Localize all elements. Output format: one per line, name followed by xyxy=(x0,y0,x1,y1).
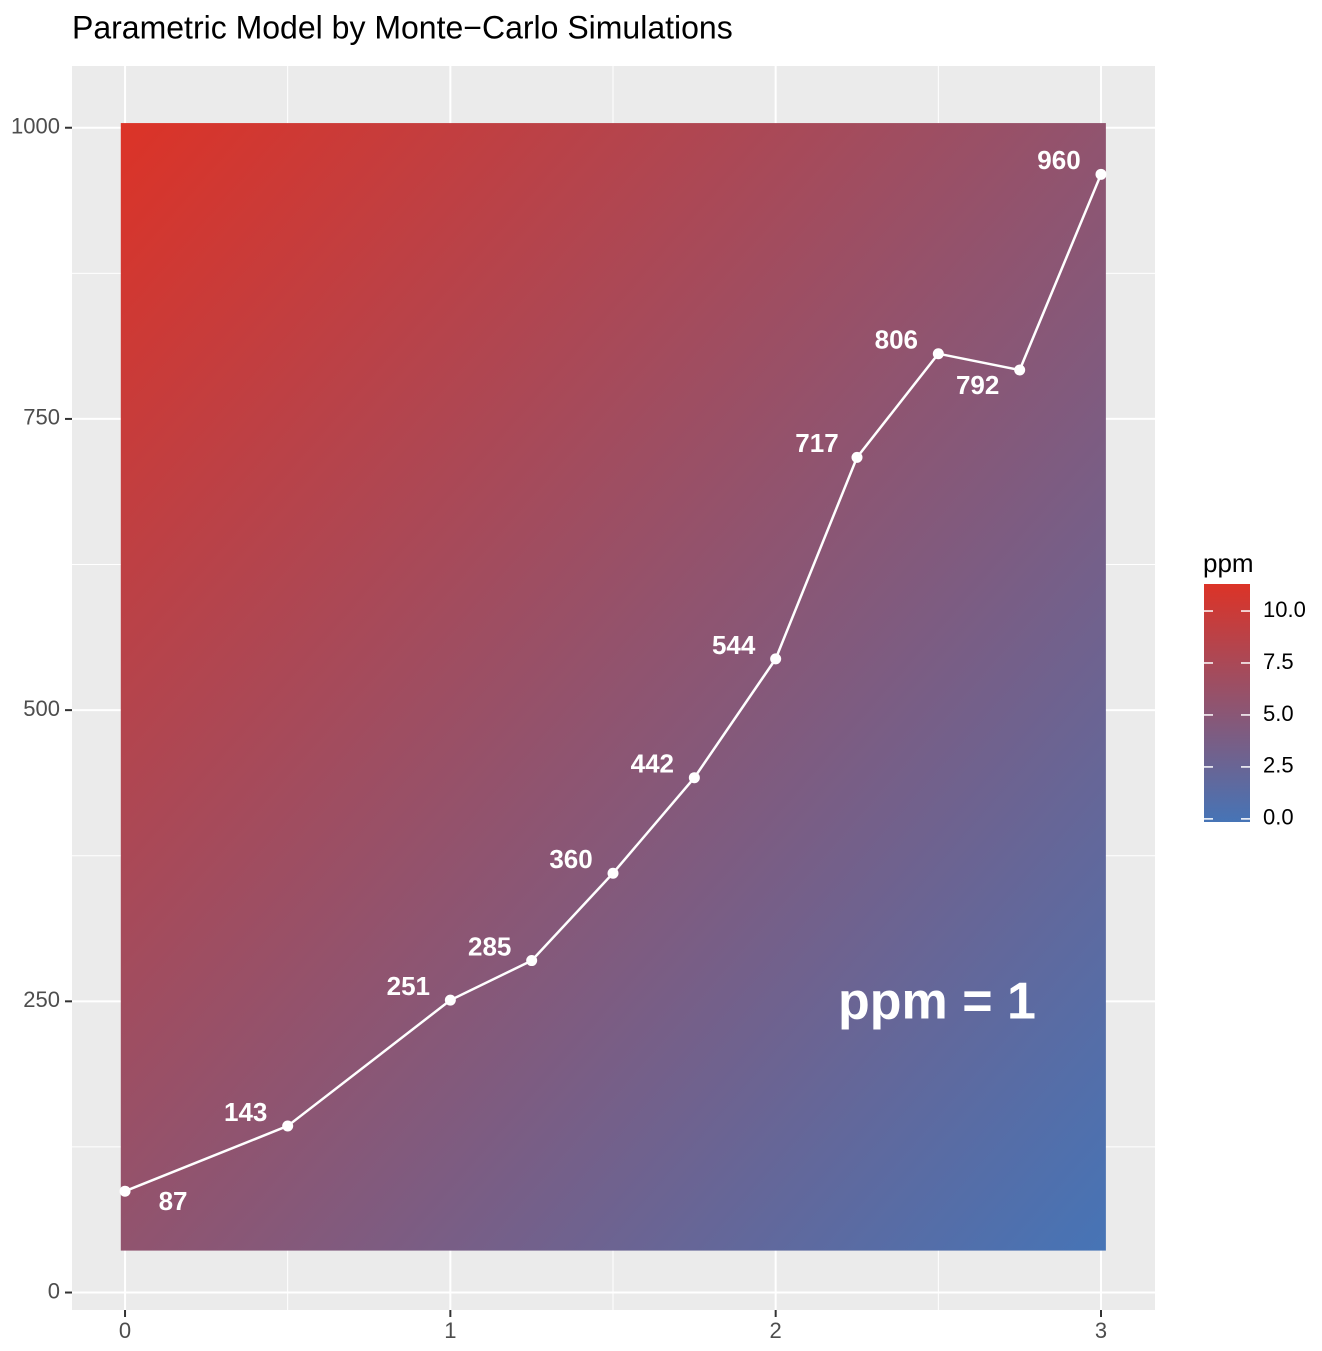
data-point xyxy=(1014,364,1026,376)
data-point xyxy=(932,348,944,360)
data-point xyxy=(607,867,619,879)
x-tick-label: 2 xyxy=(770,1318,782,1343)
data-point xyxy=(282,1120,294,1132)
data-label: 251 xyxy=(387,971,430,1001)
x-tick-label: 0 xyxy=(119,1318,131,1343)
data-point xyxy=(1095,168,1107,180)
data-label: 806 xyxy=(875,325,918,355)
colorbar-tick-label: 7.5 xyxy=(1263,649,1294,674)
annotation: ppm = 1 xyxy=(838,973,1036,1031)
colorbar-tick-label: 5.0 xyxy=(1263,701,1294,726)
data-point xyxy=(688,772,700,784)
data-label: 143 xyxy=(224,1097,267,1127)
y-tick-label: 500 xyxy=(23,696,60,721)
colorbar-tick-label: 0.0 xyxy=(1263,805,1294,830)
data-label: 442 xyxy=(631,749,674,779)
data-point xyxy=(444,994,456,1006)
data-label: 717 xyxy=(795,428,838,458)
data-label: 792 xyxy=(956,370,999,400)
colorbar-tick-label: 2.5 xyxy=(1263,753,1294,778)
legend-title: ppm xyxy=(1203,548,1254,578)
data-label: 360 xyxy=(549,844,592,874)
y-tick-label: 750 xyxy=(23,405,60,430)
data-point xyxy=(770,653,782,665)
colorbar xyxy=(1204,584,1250,822)
data-label: 544 xyxy=(712,630,756,660)
data-label: 960 xyxy=(1037,145,1080,175)
data-point xyxy=(119,1185,131,1197)
chart-title: Parametric Model by Monte−Carlo Simulati… xyxy=(72,9,733,45)
y-tick-label: 1000 xyxy=(11,114,60,139)
data-label: 285 xyxy=(468,931,511,961)
data-point xyxy=(526,955,538,967)
y-tick-label: 250 xyxy=(23,987,60,1012)
y-tick-label: 0 xyxy=(48,1278,60,1303)
data-label: 87 xyxy=(159,1186,188,1216)
raster xyxy=(120,123,1106,1251)
data-point xyxy=(851,451,863,463)
colorbar-tick-label: 10.0 xyxy=(1263,597,1306,622)
x-tick-label: 3 xyxy=(1095,1318,1107,1343)
x-tick-label: 1 xyxy=(444,1318,456,1343)
